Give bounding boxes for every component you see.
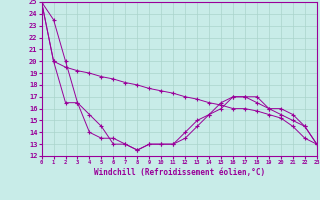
- X-axis label: Windchill (Refroidissement éolien,°C): Windchill (Refroidissement éolien,°C): [94, 168, 265, 177]
